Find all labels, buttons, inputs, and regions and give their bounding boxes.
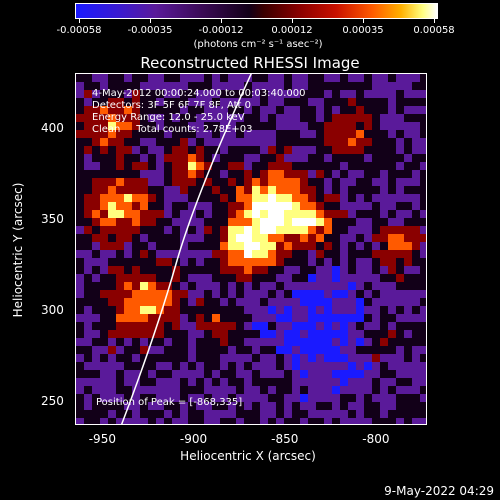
x-tick-label: -800 bbox=[362, 432, 390, 446]
info-energy-range: Energy Range: 12.0 - 25.0 keV bbox=[92, 112, 245, 123]
x-tick-label: -850 bbox=[271, 432, 299, 446]
limb-curve bbox=[120, 74, 252, 424]
x-tick-label: -950 bbox=[88, 432, 116, 446]
plot-title: Reconstructed RHESSI Image bbox=[140, 54, 360, 72]
colorbar-tick bbox=[79, 19, 80, 23]
y-tick-label: 400 bbox=[41, 120, 64, 135]
y-tick-label: 250 bbox=[41, 394, 64, 409]
colorbar-tick-label: 0.00058 bbox=[413, 25, 455, 36]
colorbar-tick bbox=[221, 19, 222, 23]
colorbar-tick-label: 0.00035 bbox=[342, 25, 384, 36]
x-axis-title: Heliocentric X (arcsec) bbox=[180, 449, 316, 463]
colorbar-tick-label: -0.00058 bbox=[56, 25, 102, 36]
y-axis-title: Heliocentric Y (arcsec) bbox=[11, 182, 25, 318]
colorbar-units-label: (photons cm⁻² s⁻¹ asec⁻²) bbox=[193, 39, 323, 50]
colorbar-tick bbox=[292, 19, 293, 23]
peak-position-label: Position of Peak = [-868,335] bbox=[96, 397, 243, 408]
footer-date: 9-May-2022 04:29 bbox=[384, 484, 494, 498]
colorbar-tick-label: -0.00035 bbox=[127, 25, 173, 36]
y-tick-label: 300 bbox=[41, 303, 64, 318]
colorbar-tick bbox=[363, 19, 364, 23]
colorbar bbox=[75, 3, 438, 19]
image-heatmap bbox=[76, 74, 426, 424]
rhessi-image bbox=[75, 73, 427, 425]
colorbar-tick-label: 0.00012 bbox=[271, 25, 313, 36]
y-tick-label: 350 bbox=[41, 211, 64, 226]
colorbar-tick-label: -0.00012 bbox=[198, 25, 244, 36]
info-detectors: Detectors: 3F 5F 6F 7F 8F, Att 0 bbox=[92, 100, 252, 111]
colorbar-tick bbox=[150, 19, 151, 23]
colorbar-tick bbox=[434, 19, 435, 23]
info-time-range: 4-May-2012 00:00:24.000 to 00:03:40.000 bbox=[92, 88, 306, 99]
x-tick-label: -900 bbox=[179, 432, 208, 446]
info-total-counts: Clean Total counts: 2.78E+03 bbox=[92, 124, 253, 135]
